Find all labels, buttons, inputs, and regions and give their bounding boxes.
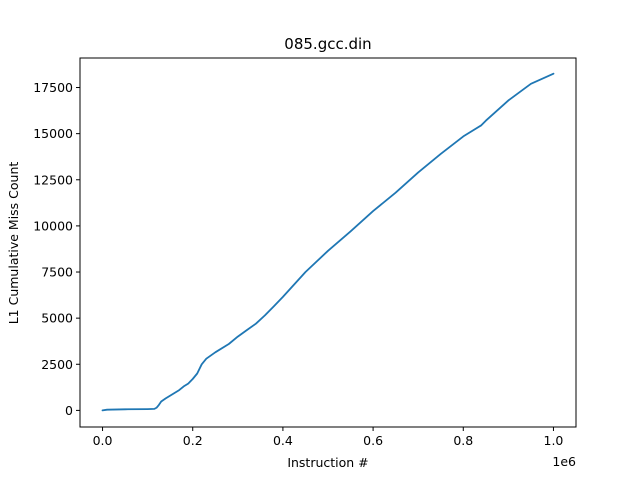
chart-title: 085.gcc.din [284, 35, 371, 53]
y-tick-label: 15000 [33, 126, 73, 141]
x-axis-label: Instruction # [287, 455, 368, 470]
y-tick-label: 17500 [33, 80, 73, 95]
x-tick-label: 1.0 [544, 433, 564, 448]
y-tick-label: 10000 [33, 218, 73, 233]
x-tick-label: 0.4 [273, 433, 293, 448]
x-axis-offset-label: 1e6 [552, 454, 576, 469]
y-tick-label: 2500 [41, 357, 73, 372]
x-tick-label: 0.0 [93, 433, 113, 448]
y-tick-label: 12500 [33, 172, 73, 187]
y-tick-label: 5000 [41, 311, 73, 326]
y-tick-label: 7500 [41, 265, 73, 280]
x-tick-label: 0.2 [183, 433, 203, 448]
x-tick-label: 0.8 [453, 433, 473, 448]
x-tick-label: 0.6 [363, 433, 383, 448]
y-tick-label: 0 [65, 403, 73, 418]
y-axis-label: L1 Cumulative Miss Count [6, 162, 21, 325]
